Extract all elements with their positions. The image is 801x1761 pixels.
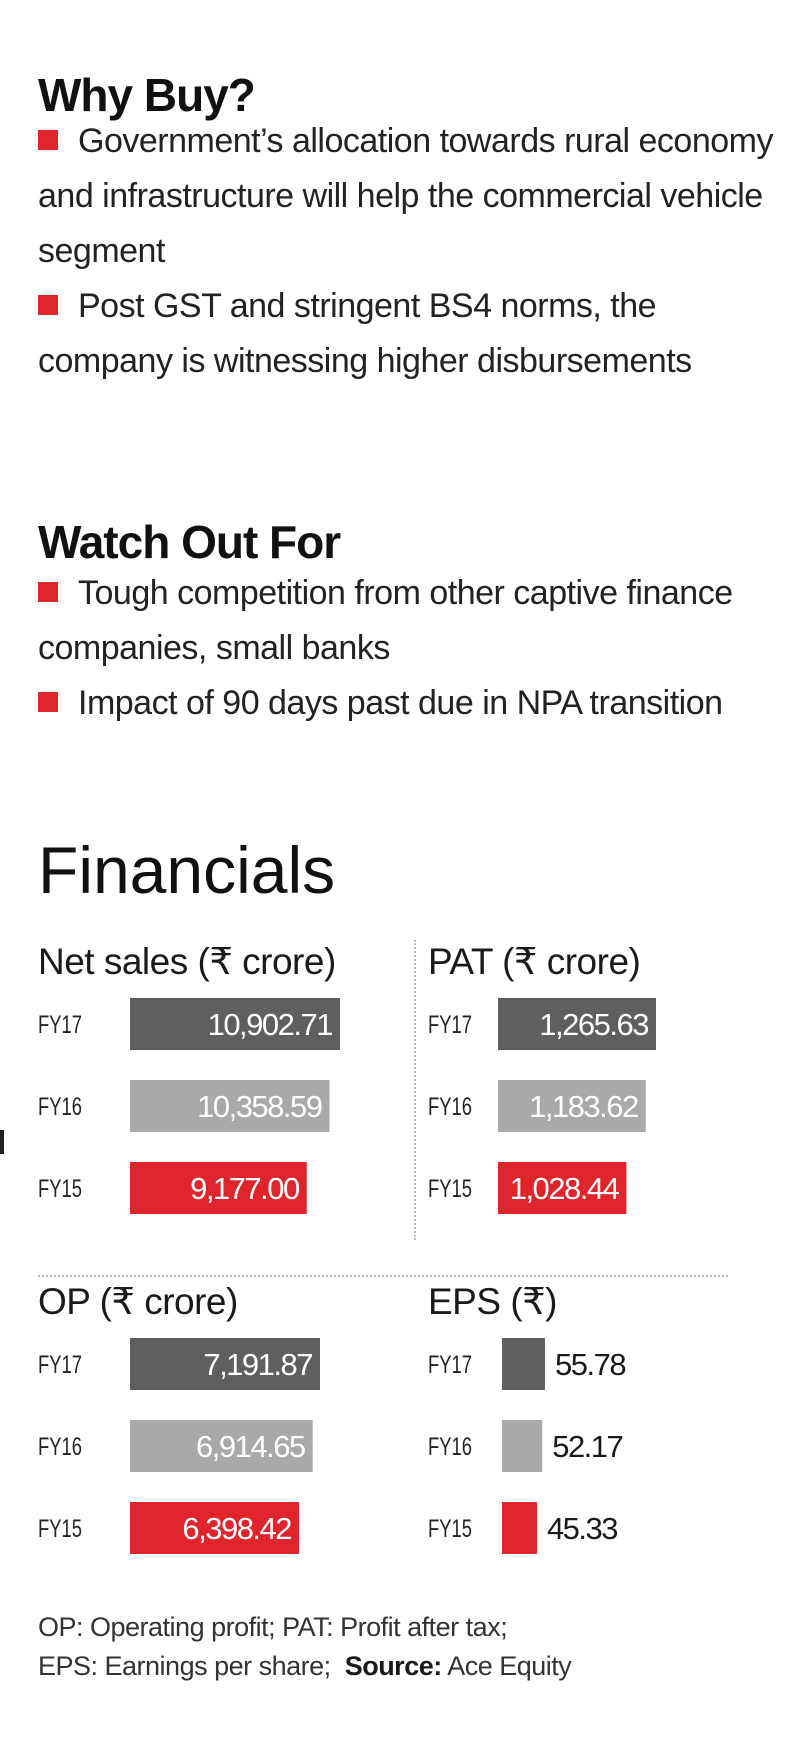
why-buy-heading: Why Buy? [38, 69, 256, 121]
red-square-bullet-icon [38, 692, 58, 712]
bar-fy16 [130, 1080, 330, 1132]
eps-bars: FY17 55.78 FY16 52.17 FY15 45.33 [428, 1338, 627, 1554]
net-sales-chart: Net sales (₹ crore) FY17 10,902.71 FY16 10,… [38, 940, 408, 1270]
eps-chart: EPS (₹) FY17 55.78 FY16 52.17 FY15 45.33 [428, 1280, 758, 1610]
value-label: 55.78 [555, 1347, 625, 1382]
why-buy-list: Government’s allocation towards rural ec… [38, 114, 778, 389]
source-value: Ace Equity [447, 1651, 572, 1681]
bar-fy17 [498, 998, 656, 1050]
footnote: OP: Operating profit; PAT: Profit after … [38, 1608, 778, 1686]
value-label: 10,902.71 [208, 1007, 333, 1042]
bar-fy16 [130, 1420, 313, 1472]
bar-fy17 [502, 1338, 545, 1390]
watch-out-list: Tough competition from other captive fin… [38, 566, 778, 731]
category-label: FY15 [428, 1515, 472, 1543]
bar-fy15 [498, 1162, 627, 1214]
red-square-bullet-icon [38, 295, 58, 315]
why-buy-bullet: Post GST and stringent BS4 norms, the co… [38, 279, 778, 389]
value-label: 7,191.87 [203, 1347, 312, 1382]
watch-out-heading: Watch Out For [38, 516, 341, 568]
value-label: 1,028.44 [510, 1171, 620, 1206]
watch-out-bullet: Impact of 90 days past due in NPA transi… [38, 676, 778, 731]
category-label: FY17 [38, 1011, 82, 1039]
bullet-text: Impact of 90 days past due in NPA transi… [78, 684, 723, 722]
value-label: 6,398.42 [182, 1511, 291, 1546]
bar-fy17 [130, 998, 340, 1050]
pat-bars: FY17 1,265.63 FY16 1,183.62 FY15 1,028.44 [428, 998, 656, 1214]
net-sales-bars: FY17 10,902.71 FY16 10,358.59 FY15 9,177.00 [38, 998, 340, 1214]
value-label: 1,265.63 [539, 1007, 648, 1042]
value-label: 1,183.62 [529, 1089, 638, 1124]
chart-title: Net sales (₹ crore) [38, 941, 336, 982]
category-label: FY17 [428, 1351, 472, 1379]
pat-chart: PAT (₹ crore) FY17 1,265.63 FY16 1,183.62 FY… [428, 940, 758, 1270]
watch-out-bullet: Tough competition from other captive fin… [38, 566, 778, 676]
bar-fy15 [130, 1502, 300, 1554]
bar-fy16 [502, 1420, 543, 1472]
chart-title: PAT (₹ crore) [428, 941, 641, 982]
value-label: 9,177.00 [190, 1171, 300, 1206]
value-label: 6,914.65 [196, 1429, 305, 1464]
edge-mark [0, 1130, 4, 1154]
chart-title: EPS (₹) [428, 1281, 558, 1322]
value-label: 52.17 [552, 1429, 622, 1464]
value-label: 10,358.59 [197, 1089, 322, 1124]
value-label: 45.33 [547, 1511, 617, 1546]
category-label: FY16 [428, 1093, 472, 1121]
bar-fy15 [130, 1162, 307, 1214]
op-bars: FY17 7,191.87 FY16 6,914.65 FY15 6,398.42 [38, 1338, 320, 1554]
category-label: FY16 [428, 1433, 472, 1461]
category-label: FY16 [38, 1433, 82, 1461]
category-label: FY15 [38, 1175, 82, 1203]
bar-fy16 [498, 1080, 646, 1132]
footnote-line-2: EPS: Earnings per share; Source: Ace Equ… [38, 1647, 778, 1686]
category-label: FY17 [428, 1011, 472, 1039]
horizontal-divider [38, 1275, 728, 1277]
footnote-line-1: OP: Operating profit; PAT: Profit after … [38, 1612, 508, 1642]
bar-fy17 [130, 1338, 320, 1390]
source-label: Source: [344, 1651, 443, 1681]
footnote-eps-definition: EPS: Earnings per share; [38, 1651, 331, 1681]
bullet-text: Government’s allocation towards rural ec… [38, 122, 774, 270]
bullet-text: Post GST and stringent BS4 norms, the co… [38, 287, 692, 380]
bar-fy15 [502, 1502, 537, 1554]
category-label: FY16 [38, 1093, 82, 1121]
category-label: FY17 [38, 1351, 82, 1379]
chart-title: OP (₹ crore) [38, 1281, 238, 1322]
red-square-bullet-icon [38, 582, 58, 602]
category-label: FY15 [428, 1175, 472, 1203]
why-buy-bullet: Government’s allocation towards rural ec… [38, 114, 778, 279]
financials-title: Financials [38, 833, 336, 907]
red-square-bullet-icon [38, 130, 58, 150]
vertical-divider [414, 940, 416, 1240]
bullet-text: Tough competition from other captive fin… [38, 574, 733, 667]
category-label: FY15 [38, 1515, 82, 1543]
op-chart: OP (₹ crore) FY17 7,191.87 FY16 6,914.65 FY1… [38, 1280, 408, 1610]
